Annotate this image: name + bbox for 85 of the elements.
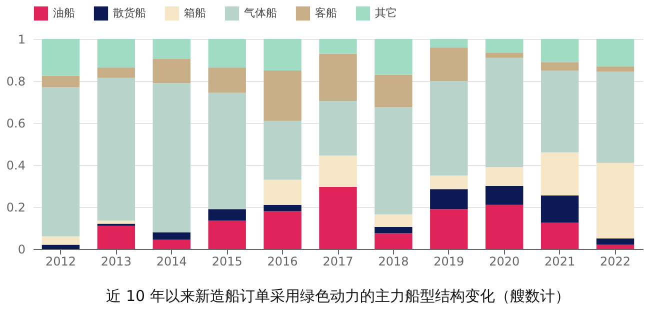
- x-tick-label: 2013: [100, 254, 132, 268]
- bar: [430, 39, 468, 48]
- bar: [152, 232, 190, 240]
- bar: [97, 67, 136, 78]
- bar: [486, 204, 524, 249]
- x-tick-label: 2018: [378, 254, 409, 268]
- bar: [208, 92, 246, 210]
- bar: [374, 74, 412, 108]
- x-tick-label: 2015: [212, 254, 242, 268]
- bar: [97, 78, 136, 221]
- bar: [264, 39, 302, 70]
- y-tick-label: 0.2: [6, 200, 26, 214]
- bar: [264, 204, 302, 212]
- bar: [97, 226, 136, 249]
- legend-label: 散货船: [113, 6, 146, 20]
- bar: [596, 162, 634, 238]
- legend-label: 客船: [315, 6, 337, 20]
- legend-label: 气体船: [244, 6, 277, 20]
- bar: [319, 100, 357, 156]
- x-tick-label: 2019: [434, 254, 464, 268]
- bar: [208, 209, 246, 221]
- y-tick-label: 1: [18, 32, 26, 46]
- y-tick-label: 0.6: [6, 116, 26, 130]
- bar: [486, 167, 524, 186]
- bar: [152, 58, 190, 84]
- y-tick-label: 0.8: [6, 74, 26, 88]
- bar: [596, 238, 634, 245]
- legend-label: 其它: [375, 6, 397, 20]
- legend-label: 油船: [53, 6, 75, 20]
- bar: [97, 220, 136, 224]
- legend-label: 箱船: [184, 6, 206, 20]
- x-tick-label: 2017: [322, 254, 354, 268]
- x-tick-label: 2022: [600, 254, 631, 268]
- bar: [264, 180, 302, 205]
- bar: [486, 186, 524, 205]
- bar: [42, 39, 80, 76]
- bar: [430, 47, 468, 81]
- text: 近 10 年以来新造船订单采用绿色动力的主力船型结构变化（艘数计）: [106, 287, 570, 305]
- bar: [319, 54, 357, 101]
- bar: [264, 70, 302, 121]
- bar: [208, 39, 246, 68]
- bar: [152, 83, 190, 232]
- bar: [540, 152, 579, 196]
- bar: [374, 226, 412, 234]
- bar: [540, 195, 579, 223]
- bar: [540, 222, 579, 249]
- x-tick-label: 2016: [267, 254, 298, 268]
- x-tick-label: 2012: [45, 254, 76, 268]
- bar: [208, 220, 246, 249]
- bar: [430, 176, 468, 190]
- bar: [97, 39, 136, 68]
- x-tick-label: 2021: [544, 254, 576, 268]
- y-tick-label: 0.4: [6, 158, 26, 172]
- bar: [152, 39, 190, 59]
- bar: [42, 236, 80, 245]
- bar: [374, 107, 412, 214]
- bar: [596, 39, 634, 66]
- bar: [42, 76, 80, 88]
- bar: [319, 156, 357, 188]
- bar: [596, 244, 634, 249]
- bar: [264, 120, 302, 180]
- bar: [42, 87, 80, 236]
- bar: [486, 39, 524, 53]
- bar: [319, 187, 357, 249]
- x-tick-label: 2014: [156, 254, 187, 268]
- bar: [430, 189, 468, 210]
- x-tick-label: 2020: [489, 254, 520, 268]
- bar: [374, 233, 412, 249]
- bar: [152, 240, 190, 249]
- bar: [596, 66, 634, 72]
- bar: [264, 211, 302, 249]
- bar: [430, 81, 468, 176]
- bar: [540, 70, 579, 152]
- bar: [319, 39, 357, 54]
- bar: [540, 62, 579, 70]
- y-tick-label: 0: [18, 242, 26, 256]
- bar: [430, 209, 468, 249]
- bar: [374, 214, 412, 227]
- bar: [540, 39, 579, 62]
- bar: [42, 244, 80, 249]
- bar: [374, 39, 412, 75]
- bar: [208, 67, 246, 93]
- bar: [486, 58, 524, 168]
- bar: [486, 52, 524, 58]
- bar: [596, 72, 634, 163]
